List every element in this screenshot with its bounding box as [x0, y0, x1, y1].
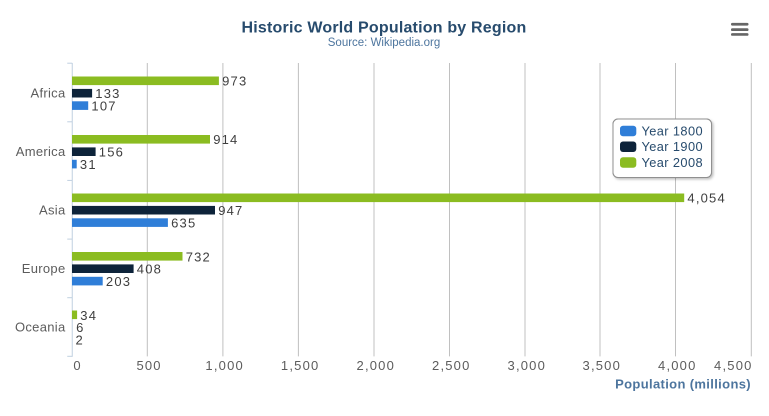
svg-text:1,500: 1,500 [281, 358, 320, 373]
svg-text:Oceania: Oceania [15, 320, 66, 335]
svg-text:Europe: Europe [22, 261, 66, 276]
svg-text:4,000: 4,000 [658, 358, 697, 373]
svg-text:914: 914 [213, 132, 238, 147]
svg-text:408: 408 [137, 262, 162, 277]
svg-text:156: 156 [99, 145, 124, 160]
svg-text:Year 1800: Year 1800 [642, 123, 703, 138]
svg-text:1,000: 1,000 [205, 358, 244, 373]
svg-text:500: 500 [136, 358, 161, 373]
svg-text:947: 947 [218, 203, 243, 218]
svg-text:2: 2 [76, 333, 84, 348]
svg-text:635: 635 [171, 216, 196, 231]
svg-text:133: 133 [95, 86, 120, 101]
svg-text:Year 2008: Year 2008 [642, 155, 703, 170]
svg-text:973: 973 [222, 74, 247, 89]
svg-text:4,054: 4,054 [687, 191, 726, 206]
svg-text:34: 34 [80, 308, 97, 323]
svg-text:31: 31 [80, 157, 97, 172]
svg-text:Africa: Africa [30, 86, 65, 101]
svg-text:3,500: 3,500 [583, 358, 622, 373]
svg-text:Asia: Asia [39, 203, 66, 218]
svg-text:107: 107 [91, 99, 116, 114]
svg-text:Source: Wikipedia.org: Source: Wikipedia.org [328, 37, 441, 49]
svg-text:0: 0 [73, 358, 81, 373]
svg-text:Historic World Population by R: Historic World Population by Region [242, 19, 527, 36]
svg-text:America: America [16, 144, 66, 159]
svg-text:Year 1900: Year 1900 [642, 139, 703, 154]
svg-text:6: 6 [76, 320, 84, 335]
svg-text:2,000: 2,000 [357, 358, 396, 373]
svg-text:203: 203 [106, 274, 131, 289]
svg-text:4,500: 4,500 [714, 358, 753, 373]
svg-text:2,500: 2,500 [432, 358, 471, 373]
svg-text:732: 732 [186, 249, 211, 264]
svg-text:3,000: 3,000 [508, 358, 547, 373]
svg-text:Population (millions): Population (millions) [615, 376, 751, 391]
